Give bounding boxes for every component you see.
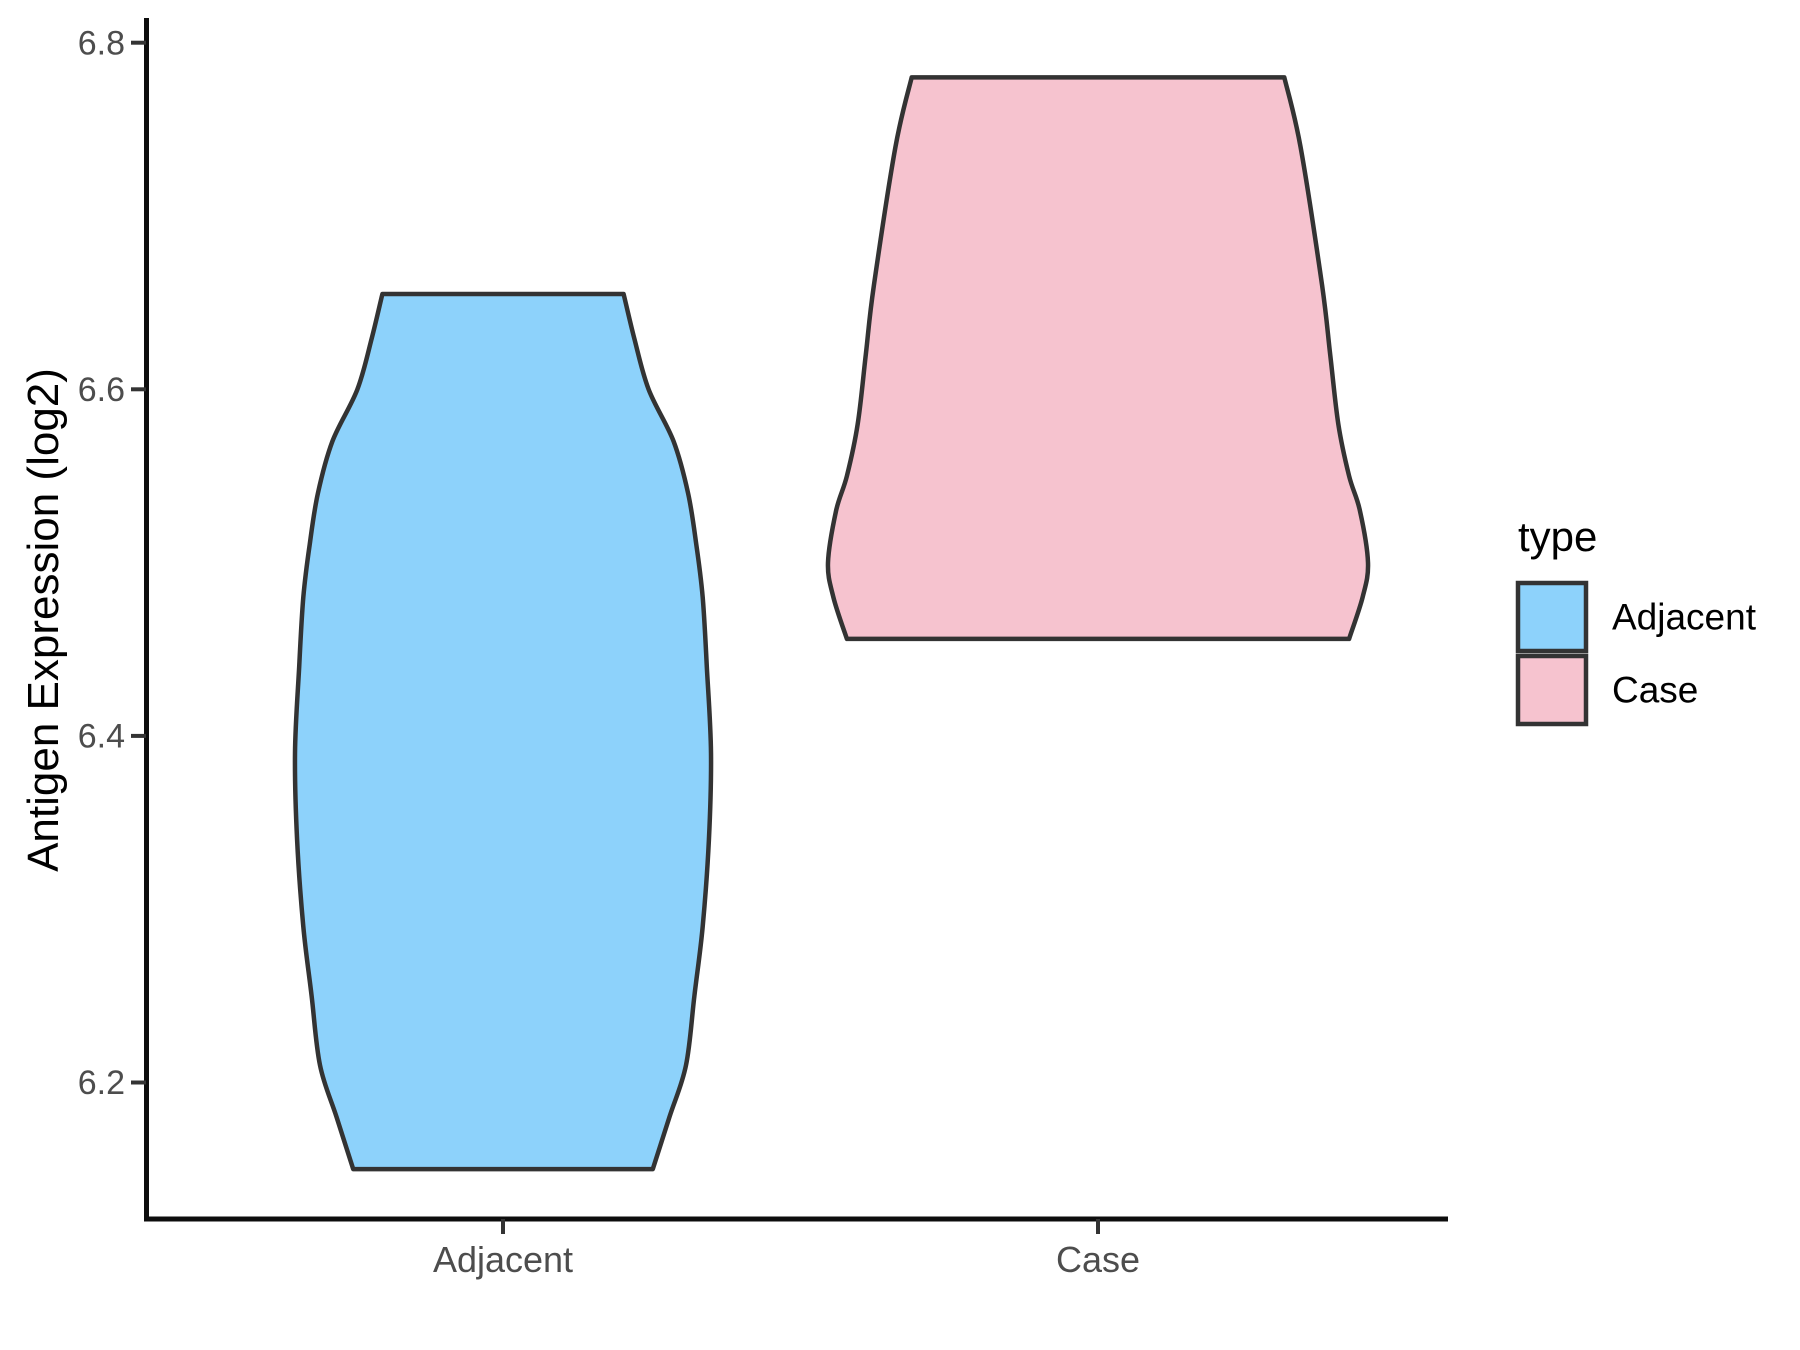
violin-adjacent — [292, 291, 714, 1172]
y-axis-title: Antigen Expression (log2) — [19, 368, 68, 872]
tick-layer: 6.8 6.6 6.4 6.2 Adjacent Case — [78, 24, 1140, 1280]
x-tick-label-adjacent: Adjacent — [433, 1239, 573, 1280]
legend: type Adjacent Case — [1515, 513, 1757, 727]
legend-label-adjacent: Adjacent — [1612, 597, 1757, 638]
legend-entries: Adjacent Case — [1515, 580, 1757, 727]
violin-layer — [292, 75, 1371, 1172]
y-tick-label: 6.6 — [78, 371, 125, 409]
legend-key-case — [1515, 653, 1589, 727]
x-tick-label-case: Case — [1056, 1239, 1140, 1280]
y-tick-label: 6.4 — [78, 717, 125, 755]
legend-title: type — [1518, 513, 1597, 560]
violin-case — [825, 75, 1371, 642]
y-tick-label: 6.8 — [78, 24, 125, 62]
legend-key-adjacent — [1515, 580, 1589, 654]
y-tick-label: 6.2 — [78, 1064, 125, 1102]
legend-label-case: Case — [1612, 670, 1698, 711]
